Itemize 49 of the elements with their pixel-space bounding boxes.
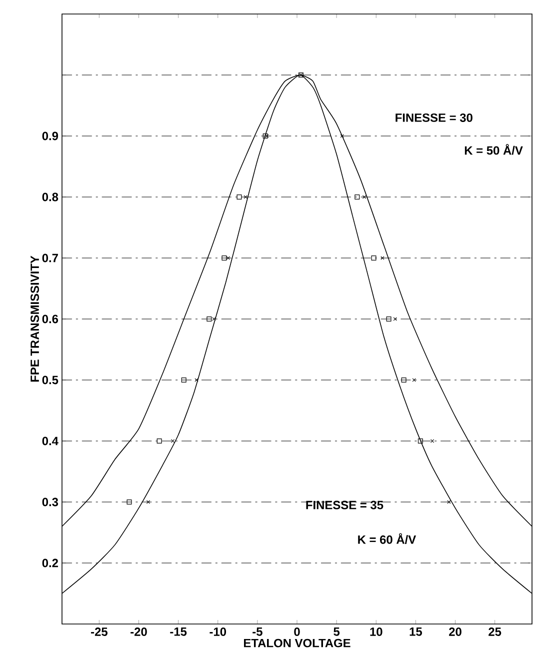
y-tick-label: 0.4 [42, 436, 58, 446]
y-tick-label: 0.7 [42, 254, 58, 262]
point [401, 378, 406, 382]
point [447, 500, 451, 504]
point [146, 500, 150, 504]
annotation: K = 50 Å/V [464, 144, 523, 155]
y-tick-label: 0.9 [42, 132, 58, 140]
y-axis-title: FPE TRANSMISSIVITY [30, 256, 39, 382]
point [226, 256, 230, 260]
x-tick-label: 15 [410, 628, 422, 636]
x-tick-label: 5 [334, 628, 340, 636]
point [412, 378, 416, 382]
annotation: FINESSE = 35 [306, 500, 384, 510]
annotation: FINESSE = 30 [396, 113, 472, 122]
x-tick-label: -10 [210, 628, 226, 636]
x-tick-label: 0 [294, 628, 300, 636]
annotation: K = 60 Å/V [358, 533, 416, 544]
point [340, 134, 344, 138]
point [386, 316, 392, 322]
x-tick-label: -20 [130, 628, 147, 636]
y-tick-label: 0.5 [42, 376, 58, 384]
point [126, 500, 132, 504]
x-tick-label: 10 [370, 628, 382, 636]
point [265, 134, 269, 138]
x-axis-title: ETALON VOLTAGE [244, 638, 350, 648]
point [430, 439, 434, 443]
point [262, 134, 268, 138]
x-tick-label: -5 [252, 628, 262, 636]
point [236, 194, 242, 200]
point [156, 438, 162, 444]
point [354, 194, 360, 200]
x-tick-label: -15 [170, 628, 187, 636]
point [206, 316, 212, 322]
point [371, 256, 376, 260]
x-tick-label: -25 [91, 628, 108, 636]
x-tick-label: 25 [488, 628, 502, 636]
point [181, 378, 186, 382]
y-tick-label: 0.2 [42, 558, 58, 568]
point [244, 195, 248, 199]
point [362, 195, 366, 199]
point [393, 317, 397, 321]
point [418, 438, 423, 444]
y-tick-label: 0.8 [42, 192, 58, 202]
point [222, 256, 227, 260]
x-tick-label: 20 [449, 628, 462, 636]
y-tick-label: 0.6 [42, 314, 58, 324]
y-tick-label: 0.3 [42, 498, 58, 506]
point [170, 439, 175, 443]
point [212, 317, 216, 321]
